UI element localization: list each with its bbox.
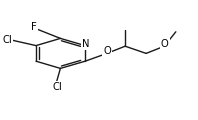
Text: O: O: [103, 46, 111, 56]
Text: O: O: [161, 39, 169, 49]
Text: Cl: Cl: [2, 35, 12, 45]
Text: Cl: Cl: [53, 82, 63, 92]
Text: F: F: [31, 22, 37, 32]
Text: N: N: [82, 39, 90, 49]
